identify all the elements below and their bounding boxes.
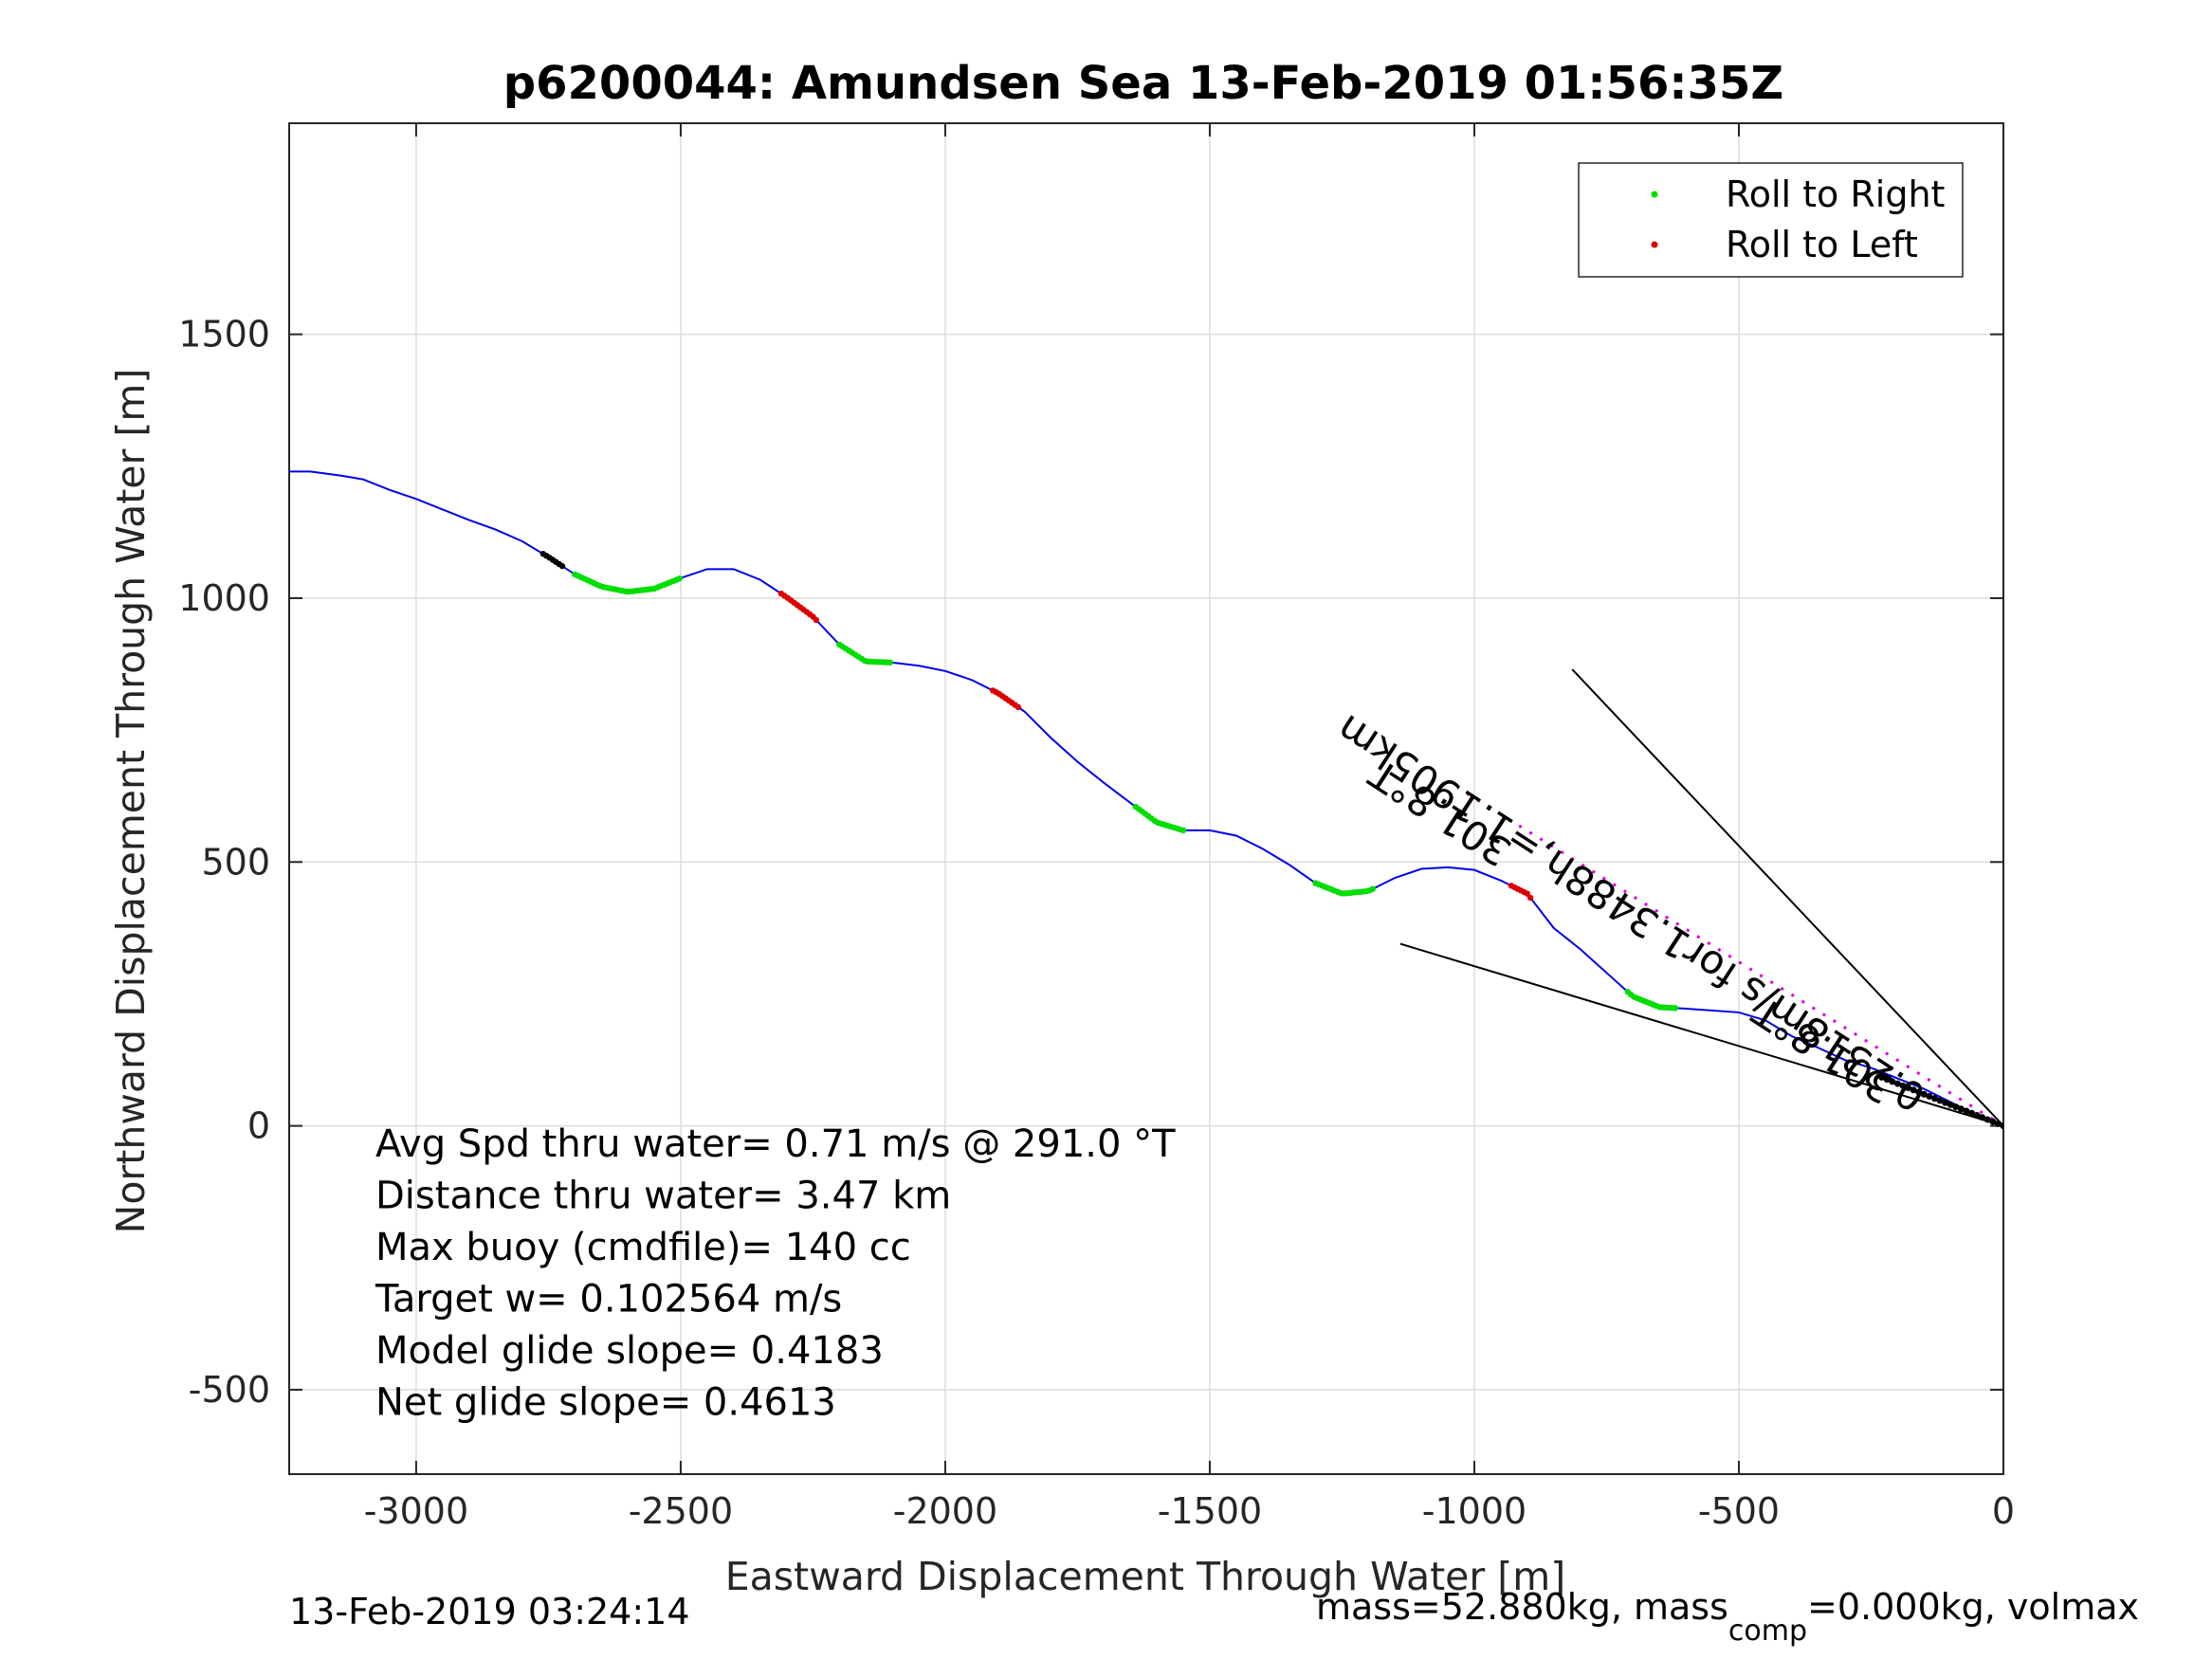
stat-line: Net glide slope= 0.4613 [375, 1381, 836, 1425]
stat-line: Avg Spd thru water= 0.71 m/s @ 291.0 °T [375, 1122, 1176, 1166]
origin-marker [1899, 1082, 1907, 1089]
stat-line: Distance thru water= 3.47 km [375, 1175, 951, 1218]
axes-box [288, 122, 2004, 1475]
x-tick-label: -3000 [364, 1490, 468, 1532]
trajectory-line [289, 470, 2003, 1127]
origin-marker [1968, 1109, 1976, 1117]
roll-right-marker [676, 575, 684, 582]
origin-marker [2000, 1122, 2003, 1130]
legend-label: Roll to Right [1726, 173, 1945, 215]
legend-marker [1651, 241, 1658, 248]
x-tick-label: -2500 [629, 1490, 733, 1532]
roll-left-marker [1524, 890, 1530, 897]
footer-mass-end: =0.000kg, volmax [1807, 1586, 2139, 1628]
tick-marks [289, 123, 2004, 1474]
roll-right-marker [1369, 885, 1377, 892]
origin-marker [1952, 1103, 1960, 1111]
origin-marker [1963, 1107, 1970, 1115]
x-tick-label: -2000 [893, 1490, 997, 1532]
cone-line [1571, 668, 2003, 1127]
footer-mass-text: mass=52.880kg, masscomp=0.000kg, volmax [1316, 1586, 2139, 1648]
y-tick-label: 1500 [178, 314, 270, 356]
origin-marker [1893, 1080, 1901, 1087]
origin-marker [1983, 1116, 1991, 1123]
roll-right-marker [1179, 827, 1187, 834]
roll-left-marker [813, 616, 819, 624]
origin-marker [1989, 1118, 1997, 1125]
origin-marker [1889, 1078, 1896, 1085]
origin-marker [1878, 1073, 1886, 1081]
origin-marker [1979, 1114, 1986, 1121]
origin-marker [1905, 1085, 1912, 1092]
y-axis-label: Northward Displacement Through Water [m] [108, 369, 154, 1234]
footer-mass: mass=52.880kg, mass [1316, 1586, 1728, 1628]
roll-right-marker [887, 659, 894, 665]
dive-marker [558, 562, 566, 570]
origin-marker [1910, 1086, 1917, 1094]
footer-mass-subscript: comp [1728, 1614, 1807, 1648]
roll-left-marker [1015, 703, 1022, 711]
heading-line [1457, 787, 2003, 1127]
origin-marker [1973, 1111, 1981, 1119]
origin-marker [1930, 1095, 1938, 1103]
plot-area [289, 470, 2003, 1130]
origin-marker [1915, 1088, 1923, 1096]
legend: Roll to Right Roll to Left [1578, 162, 1964, 278]
x-tick-label: -500 [1698, 1490, 1780, 1532]
legend-marker [1651, 191, 1658, 198]
roll-right-marker [1672, 1005, 1679, 1012]
legend-label: Roll to Left [1726, 224, 1918, 265]
x-tick-label: 0 [1992, 1490, 2015, 1532]
y-tick-label: 500 [201, 841, 270, 883]
stat-line: Model glide slope= 0.4183 [375, 1329, 884, 1373]
origin-marker [1883, 1076, 1891, 1084]
stats-annotations: Avg Spd thru water= 0.71 m/s @ 291.0 °T D… [375, 1122, 1176, 1425]
footer-timestamp: 13-Feb-2019 03:24:14 [289, 1591, 690, 1632]
origin-marker [1947, 1101, 1954, 1108]
legend-box [1578, 162, 1964, 278]
roll-left-marker [1526, 894, 1534, 902]
tick-labels: -3000 -2500 -2000 -1500 -1000 -500 0 -500 0 500 10… [178, 314, 2015, 1532]
axes-frame [288, 122, 2004, 1475]
x-tick-label: -1000 [1422, 1490, 1526, 1532]
y-tick-label: 0 [247, 1105, 270, 1147]
origin-marker [1994, 1120, 2002, 1127]
origin-marker [1926, 1092, 1933, 1100]
y-tick-label: 1000 [178, 577, 270, 619]
stat-line: Max buoy (cmdfile)= 140 cc [375, 1226, 911, 1269]
chart-title: p6200044: Amundsen Sea 13-Feb-2019 01:56… [503, 57, 1783, 110]
origin-marker [1957, 1105, 1965, 1113]
y-tick-label: -500 [189, 1369, 270, 1411]
cone-line [1399, 942, 2003, 1127]
origin-marker [1942, 1099, 1949, 1106]
x-tick-label: -1500 [1158, 1490, 1262, 1532]
grid-lines [289, 123, 2004, 1474]
x-axis-label: Eastward Displacement Through Water [m] [725, 1554, 1565, 1599]
origin-marker [1936, 1097, 1944, 1104]
origin-marker [1920, 1090, 1928, 1098]
stat-line: Target w= 0.102564 m/s [375, 1278, 842, 1322]
